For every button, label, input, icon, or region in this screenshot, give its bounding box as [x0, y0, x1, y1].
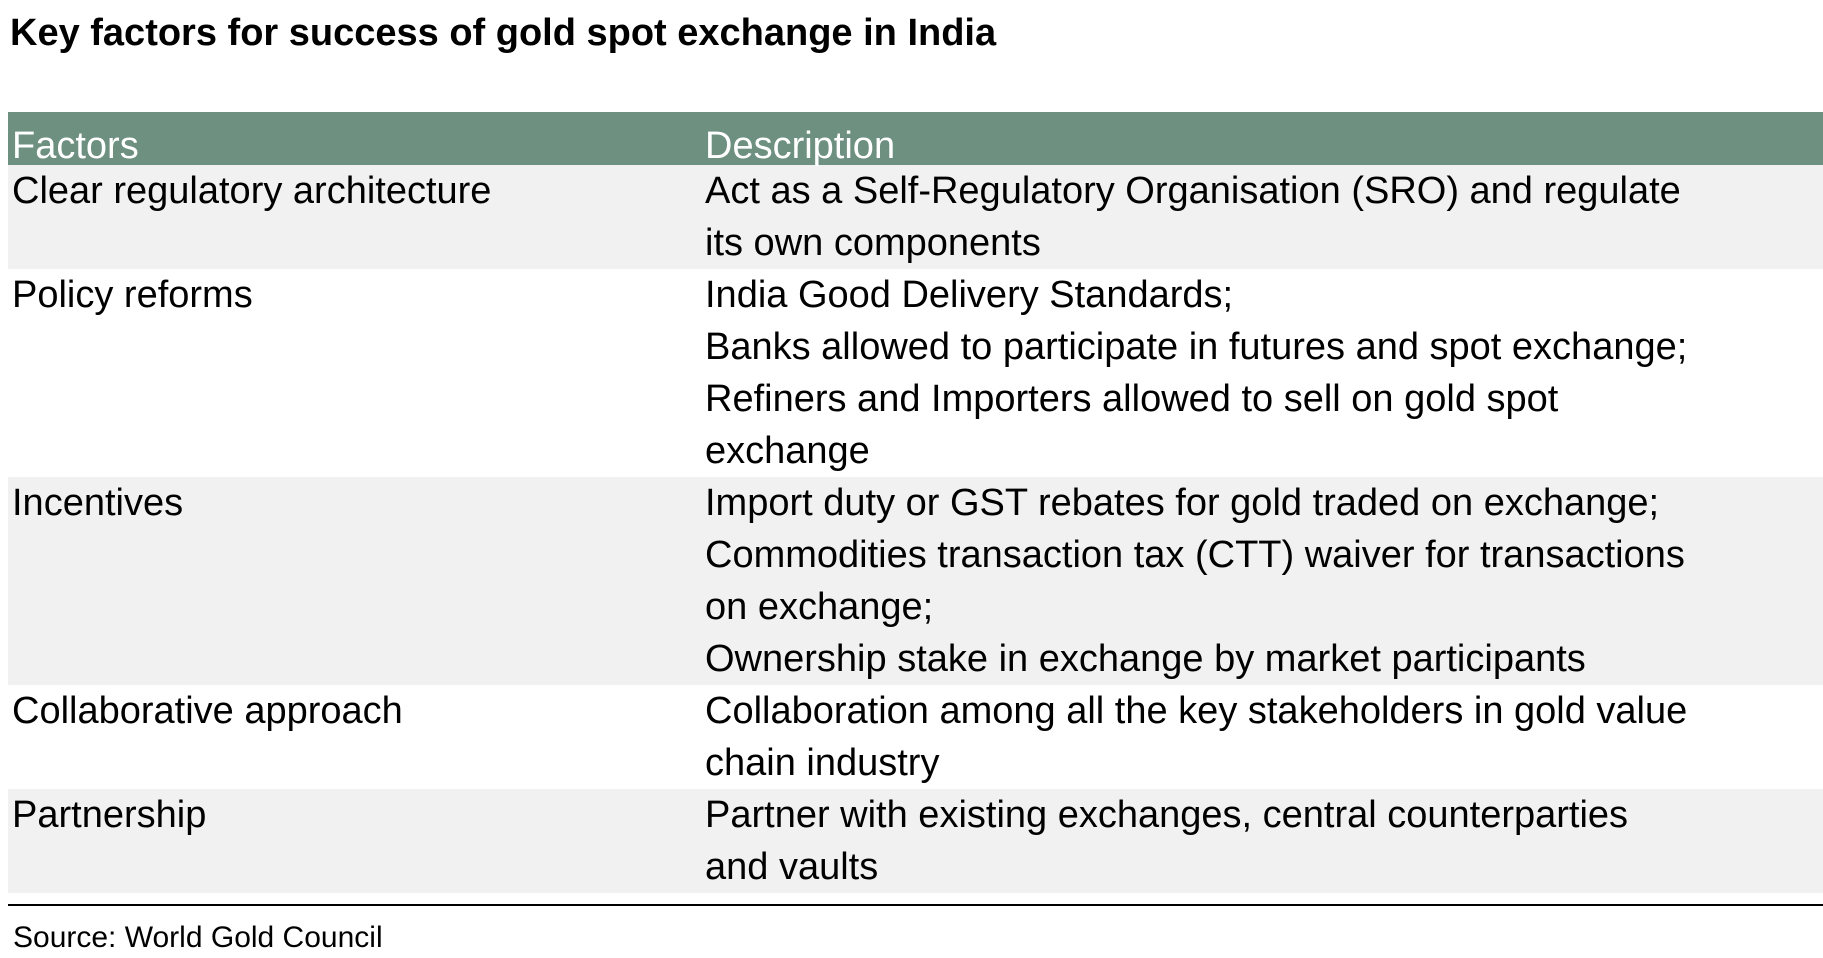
factor-cell: Partnership — [12, 794, 207, 836]
table-row: Collaborative approach Collaboration amo… — [8, 685, 1823, 789]
table-header-row: Factors Description — [8, 112, 1823, 167]
source-note: Source: World Gold Council — [13, 921, 383, 954]
description-line: and vaults — [705, 846, 879, 888]
description-line: Banks allowed to participate in futures … — [705, 326, 1688, 368]
description-line: Import duty or GST rebates for gold trad… — [705, 482, 1660, 524]
description-line: Collaboration among all the key stakehol… — [705, 690, 1688, 732]
factor-cell: Clear regulatory architecture — [12, 170, 492, 212]
description-cell: Act as a Self-Regulatory Organisation (S… — [705, 165, 1823, 269]
description-line: India Good Delivery Standards; — [705, 274, 1234, 316]
header-factors: Factors — [12, 125, 139, 167]
factor-cell: Policy reforms — [12, 274, 253, 316]
description-cell: Collaboration among all the key stakehol… — [705, 685, 1823, 789]
table-row: Clear regulatory architecture Act as a S… — [8, 165, 1823, 269]
description-line: Act as a Self-Regulatory Organisation (S… — [705, 170, 1681, 212]
description-line: Refiners and Importers allowed to sell o… — [705, 378, 1559, 420]
page-title: Key factors for success of gold spot exc… — [10, 12, 997, 54]
description-line: exchange — [705, 430, 870, 472]
header-description: Description — [705, 125, 896, 167]
table-row: Incentives Import duty or GST rebates fo… — [8, 477, 1823, 685]
factors-table: Factors Description Clear regulatory arc… — [8, 112, 1823, 893]
description-cell: Partner with existing exchanges, central… — [705, 789, 1823, 893]
table-row: Policy reforms India Good Delivery Stand… — [8, 269, 1823, 477]
description-line: Ownership stake in exchange by market pa… — [705, 638, 1586, 680]
description-line: Commodities transaction tax (CTT) waiver… — [705, 534, 1685, 576]
table-row: Partnership Partner with existing exchan… — [8, 789, 1823, 893]
description-line: Partner with existing exchanges, central… — [705, 794, 1629, 836]
description-cell: India Good Delivery Standards; Banks all… — [705, 269, 1823, 477]
description-line: chain industry — [705, 742, 940, 784]
description-cell: Import duty or GST rebates for gold trad… — [705, 477, 1823, 685]
table-bottom-rule — [8, 904, 1823, 906]
description-line: its own components — [705, 222, 1041, 264]
description-line: on exchange; — [705, 586, 934, 628]
factor-cell: Collaborative approach — [12, 690, 403, 732]
factor-cell: Incentives — [12, 482, 184, 524]
